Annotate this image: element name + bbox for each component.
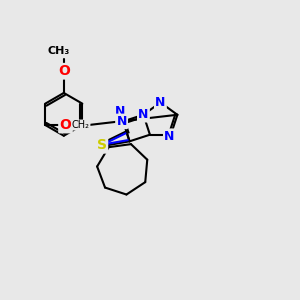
- Text: CH₂: CH₂: [72, 120, 90, 130]
- Text: N: N: [164, 130, 175, 143]
- Text: N: N: [155, 96, 166, 109]
- Text: S: S: [97, 138, 107, 152]
- Text: N: N: [138, 108, 148, 121]
- Text: CH₃: CH₃: [47, 46, 70, 56]
- Text: N: N: [115, 105, 125, 118]
- Text: O: O: [58, 64, 70, 78]
- Text: O: O: [59, 118, 71, 132]
- Text: N: N: [116, 115, 127, 128]
